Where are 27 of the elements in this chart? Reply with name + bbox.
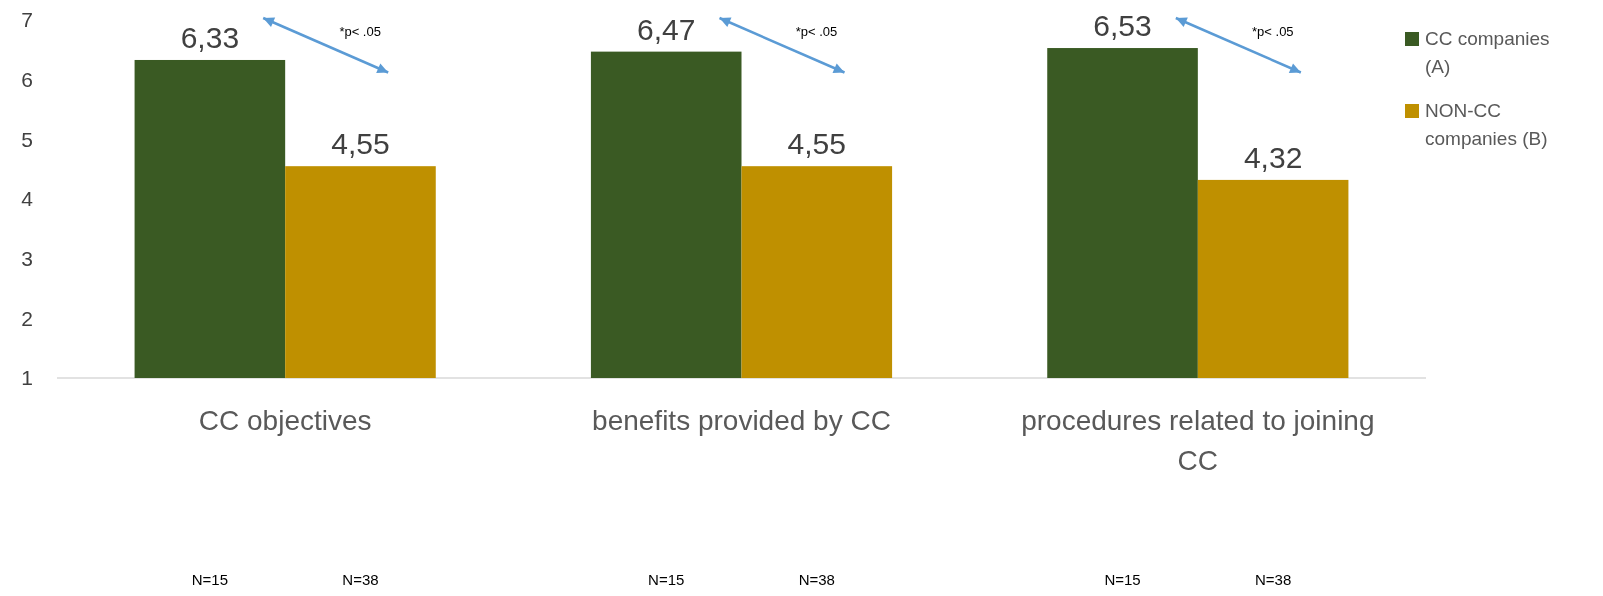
- annotation: *p< .05: [339, 24, 381, 39]
- y-tick-label: 4: [21, 187, 34, 211]
- x-tick-label: procedures related to joining CC: [1021, 405, 1375, 476]
- legend-label: CC companies (A): [1425, 28, 1550, 77]
- x-tick-label: CC objectives: [198, 405, 372, 436]
- text: N=15: [648, 571, 685, 588]
- text: N=38: [798, 571, 835, 588]
- y-tick-label: 2: [21, 306, 33, 330]
- annotation: *p< .05: [1252, 24, 1294, 39]
- data-label: 4,32: [1243, 140, 1303, 174]
- text: N=38: [342, 571, 379, 588]
- data-label: 4,55: [787, 127, 846, 161]
- legend-label: NON-CC companies (B): [1425, 100, 1548, 149]
- data-label: 6,53: [1093, 9, 1152, 43]
- annotation: *p< .05: [795, 24, 838, 39]
- text: N=15: [1104, 571, 1141, 588]
- y-tick-label: 1: [21, 366, 33, 390]
- text: N=38: [1254, 571, 1292, 588]
- text: N=15: [191, 571, 229, 588]
- y-tick-label: 7: [21, 8, 33, 32]
- data-label: 6,47: [637, 12, 696, 46]
- y-tick-label: 3: [21, 247, 33, 271]
- x-tick-label: benefits provided by CC: [592, 405, 891, 436]
- y-tick-label: 5: [21, 127, 33, 151]
- y-tick-label: 6: [21, 68, 33, 92]
- data-label: 6,33: [180, 20, 240, 54]
- data-label: 4,55: [331, 127, 390, 161]
